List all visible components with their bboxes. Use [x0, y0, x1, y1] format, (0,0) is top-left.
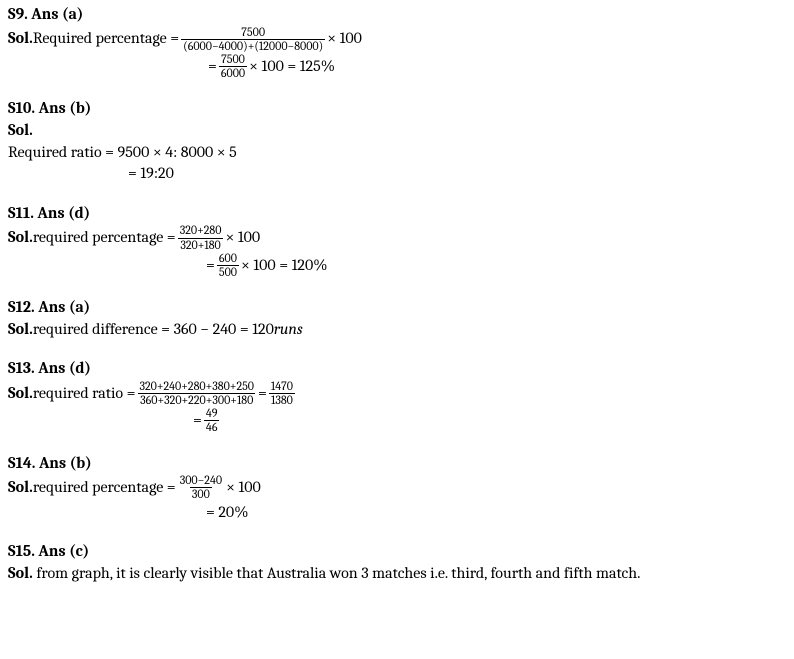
s11-line1-pre: required percentage =: [33, 227, 176, 249]
s13-line1: Sol. required ratio = 320+240+280+380+25…: [8, 380, 786, 407]
s13-frac2-num: 49: [204, 407, 220, 420]
s13-line1-mid: =: [258, 383, 267, 405]
s15-text: from graph, it is clearly visible that A…: [33, 564, 641, 582]
s13-frac1b-num: 1470: [269, 380, 295, 393]
s11-line2: = 600 500 × 100 = 120%: [8, 252, 786, 279]
s9-frac1-den: (6000−4000)+(12000−8000): [181, 39, 325, 53]
s9-line1-post: × 100: [327, 28, 362, 50]
s11-frac1-num: 320+280: [178, 224, 224, 237]
sol-label: Sol.: [8, 477, 33, 499]
s11-line2-pre: =: [206, 255, 215, 277]
s13-frac2: 49 46: [204, 407, 220, 434]
s11-line2-post: × 100 = 120%: [241, 255, 327, 277]
s9-frac1: 7500 (6000−4000)+(12000−8000): [181, 26, 325, 53]
s14-line1: Sol. required percentage = 300−240 300 ×…: [8, 474, 786, 501]
solution-s14: S14. Ans (b) Sol. required percentage = …: [8, 453, 786, 524]
s10-line1: Required ratio = 9500 × 4: 8000 × 5: [8, 142, 786, 164]
s9-line2: = 7500 6000 × 100 = 125%: [8, 53, 786, 80]
sol-label: Sol.: [8, 383, 33, 405]
s11-frac2: 600 500: [217, 252, 239, 279]
s14-frac1-den: 300: [190, 487, 212, 501]
s11-frac1: 320+280 320+180: [178, 224, 224, 251]
s11-header: S11. Ans (d): [8, 203, 786, 225]
s14-line1-post: × 100: [226, 477, 261, 499]
s12-line1-unit: runs: [274, 319, 303, 341]
s11-line1: Sol. required percentage = 320+280 320+1…: [8, 224, 786, 251]
sol-label: Sol.: [8, 120, 786, 142]
s13-frac1b-den: 1380: [269, 393, 295, 407]
s14-frac1-num: 300−240: [178, 474, 224, 487]
s15-header: S15. Ans (c): [8, 541, 786, 563]
s9-frac2: 7500 6000: [219, 53, 247, 80]
s11-frac2-den: 500: [217, 265, 239, 279]
s13-frac1b: 1470 1380: [269, 380, 295, 407]
s10-header: S10. Ans (b): [8, 98, 786, 120]
s11-frac1-den: 320+180: [178, 238, 222, 252]
s10-line2: = 19:20: [8, 163, 786, 185]
s9-frac2-num: 7500: [219, 53, 247, 66]
s9-line1: Sol. Required percentage = 7500 (6000−40…: [8, 26, 786, 53]
s13-frac1-num: 320+240+280+380+250: [137, 380, 256, 393]
s12-header: S12. Ans (a): [8, 297, 786, 319]
s13-frac1-den: 360+320+220+300+180: [138, 393, 255, 407]
solution-s10: S10. Ans (b) Sol. Required ratio = 9500 …: [8, 98, 786, 184]
s12-line1-pre: required difference = 360 − 240 = 120: [33, 319, 274, 341]
solution-s12: S12. Ans (a) Sol. required difference = …: [8, 297, 786, 340]
solution-s15: S15. Ans (c) Sol. from graph, it is clea…: [8, 541, 786, 584]
sol-label: Sol.: [8, 564, 33, 582]
s14-line1-pre: required percentage =: [33, 477, 176, 499]
s13-line1-pre: required ratio =: [33, 383, 136, 405]
sol-label: Sol.: [8, 319, 33, 341]
s14-line2: = 20%: [8, 502, 786, 524]
solution-s11: S11. Ans (d) Sol. required percentage = …: [8, 203, 786, 279]
s13-header: S13. Ans (d): [8, 358, 786, 380]
s9-line2-post: × 100 = 125%: [249, 56, 335, 78]
s11-frac2-num: 600: [217, 252, 239, 265]
s14-frac1: 300−240 300: [178, 474, 224, 501]
s13-frac2-den: 46: [204, 420, 220, 434]
sol-label: Sol.: [8, 28, 33, 50]
s14-header: S14. Ans (b): [8, 453, 786, 475]
solution-s9: S9. Ans (a) Sol. Required percentage = 7…: [8, 4, 786, 80]
s9-line2-pre: =: [208, 56, 217, 78]
s11-line1-post: × 100: [225, 227, 260, 249]
sol-label: Sol.: [8, 227, 33, 249]
s9-line1-pre: Required percentage =: [33, 28, 179, 50]
s12-line1: Sol. required difference = 360 − 240 = 1…: [8, 319, 786, 341]
s9-frac2-den: 6000: [219, 66, 247, 80]
s13-frac1: 320+240+280+380+250 360+320+220+300+180: [137, 380, 256, 407]
s13-line2-pre: =: [193, 410, 202, 432]
s9-header: S9. Ans (a): [8, 4, 786, 26]
s13-line2: = 49 46: [8, 407, 786, 434]
solution-s13: S13. Ans (d) Sol. required ratio = 320+2…: [8, 358, 786, 434]
s9-frac1-num: 7500: [239, 26, 267, 39]
s15-line1: Sol. from graph, it is clearly visible t…: [8, 563, 786, 585]
